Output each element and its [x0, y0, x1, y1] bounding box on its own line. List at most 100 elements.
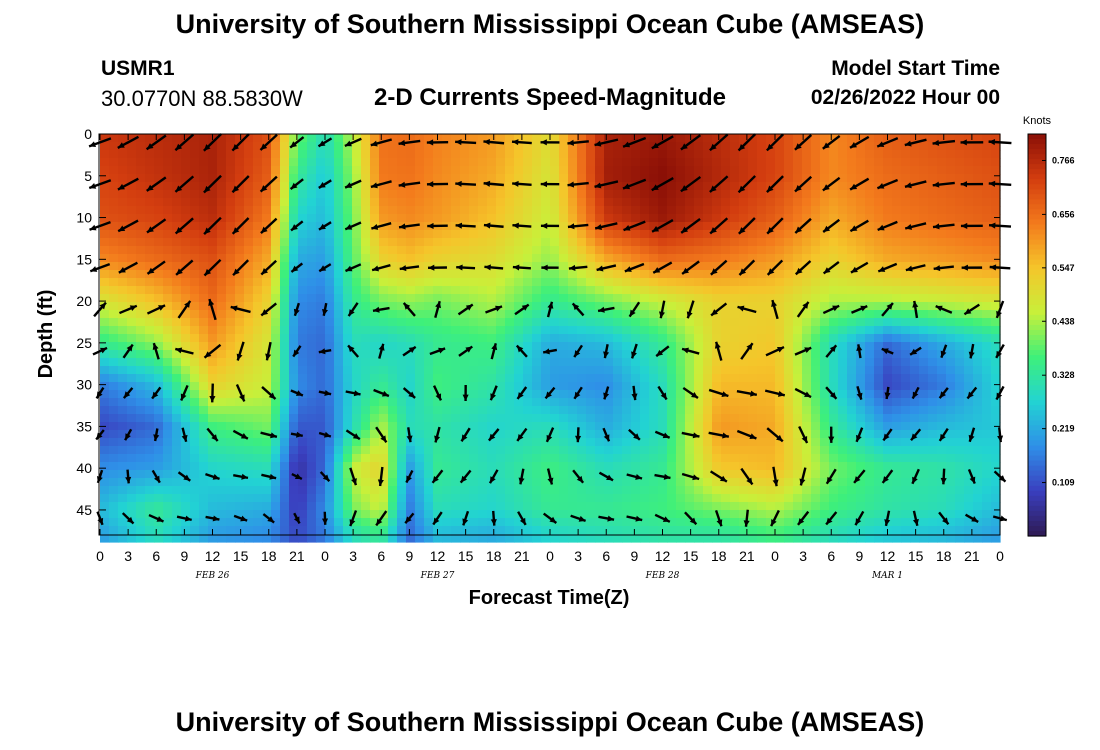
heatmap-cell — [559, 302, 569, 311]
heatmap-cell — [307, 158, 317, 167]
heatmap-cell — [316, 398, 326, 407]
heatmap-cell — [892, 406, 902, 415]
heatmap-cell — [703, 310, 713, 319]
heatmap-cell — [937, 286, 947, 295]
heatmap-cell — [262, 526, 272, 535]
heatmap-cell — [208, 478, 218, 487]
heatmap-cell — [478, 262, 488, 271]
heatmap-cell — [109, 318, 119, 327]
heatmap-cell — [532, 278, 542, 287]
heatmap-cell — [766, 502, 776, 511]
heatmap-cell — [118, 494, 128, 503]
heatmap-cell — [172, 230, 182, 239]
heatmap-cell — [694, 406, 704, 415]
heatmap-cell — [424, 326, 434, 335]
heatmap-cell — [298, 478, 308, 487]
heatmap-cell — [631, 406, 641, 415]
heatmap-cell — [910, 326, 920, 335]
heatmap-cell — [226, 286, 236, 295]
heatmap-cell — [496, 166, 506, 175]
heatmap-cell — [685, 214, 695, 223]
heatmap-cell — [703, 166, 713, 175]
heatmap-cell — [289, 302, 299, 311]
heatmap-cell — [505, 374, 515, 383]
heatmap-cell — [784, 406, 794, 415]
heatmap-cell — [172, 222, 182, 231]
heatmap-cell — [370, 390, 380, 399]
heatmap-cell — [577, 238, 587, 247]
heatmap-cell — [469, 190, 479, 199]
heatmap-cell — [667, 422, 677, 431]
heatmap-cell — [541, 470, 551, 479]
heatmap-cell — [271, 366, 281, 375]
heatmap-cell — [856, 198, 866, 207]
heatmap-cell — [937, 494, 947, 503]
heatmap-cell — [667, 214, 677, 223]
heatmap-cell — [883, 286, 893, 295]
heatmap-cell — [208, 406, 218, 415]
heatmap-cell — [847, 326, 857, 335]
heatmap-cell — [100, 406, 110, 415]
heatmap-cell — [694, 302, 704, 311]
heatmap-cell — [649, 446, 659, 455]
heatmap-cell — [361, 390, 371, 399]
heatmap-cell — [748, 166, 758, 175]
heatmap-cell — [145, 446, 155, 455]
heatmap-cell — [829, 350, 839, 359]
heatmap-cell — [100, 510, 110, 519]
heatmap-cell — [784, 438, 794, 447]
heatmap-cell — [703, 270, 713, 279]
heatmap-cell — [991, 326, 1001, 335]
heatmap-cell — [505, 502, 515, 511]
heatmap-cell — [127, 134, 137, 143]
heatmap-cell — [424, 350, 434, 359]
heatmap-cell — [982, 230, 992, 239]
heatmap-cell — [154, 238, 164, 247]
heatmap-cell — [721, 446, 731, 455]
heatmap-cell — [766, 222, 776, 231]
heatmap-cell — [658, 142, 668, 151]
heatmap-cell — [775, 230, 785, 239]
heatmap-cell — [739, 494, 749, 503]
heatmap-cell — [208, 462, 218, 471]
heatmap-cell — [199, 222, 209, 231]
heatmap-cell — [604, 350, 614, 359]
heatmap-cell — [217, 238, 227, 247]
heatmap-cell — [730, 390, 740, 399]
heatmap-cell — [973, 134, 983, 143]
heatmap-cell — [244, 206, 254, 215]
heatmap-cell — [415, 198, 425, 207]
heatmap-cell — [325, 406, 335, 415]
heatmap-cell — [604, 462, 614, 471]
heatmap-cell — [730, 318, 740, 327]
heatmap-cell — [622, 390, 632, 399]
heatmap-cell — [289, 526, 299, 535]
heatmap-cell — [748, 326, 758, 335]
heatmap-cell — [325, 326, 335, 335]
heatmap-cell — [712, 286, 722, 295]
heatmap-cell — [172, 438, 182, 447]
heatmap-cell — [766, 462, 776, 471]
heatmap-cell — [919, 238, 929, 247]
heatmap-cell — [415, 366, 425, 375]
heatmap-cell — [748, 238, 758, 247]
heatmap-cell — [946, 134, 956, 143]
heatmap-cell — [289, 446, 299, 455]
heatmap-cell — [388, 518, 398, 527]
heatmap-cell — [820, 278, 830, 287]
heatmap-cell — [721, 454, 731, 463]
heatmap-cell — [820, 350, 830, 359]
heatmap-cell — [199, 502, 209, 511]
heatmap-cell — [595, 326, 605, 335]
heatmap-cell — [604, 182, 614, 191]
heatmap-cell — [856, 254, 866, 263]
heatmap-cell — [388, 454, 398, 463]
heatmap-cell — [568, 150, 578, 159]
heatmap-cell — [721, 438, 731, 447]
heatmap-cell — [955, 358, 965, 367]
heatmap-cell — [532, 142, 542, 151]
heatmap-cell — [757, 302, 767, 311]
heatmap-cell — [604, 430, 614, 439]
heatmap-cell — [136, 454, 146, 463]
heatmap-cell — [289, 478, 299, 487]
